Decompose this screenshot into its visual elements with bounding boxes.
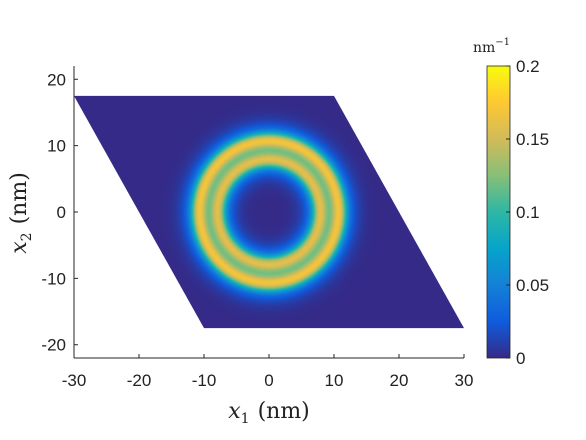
- y-axis-label: x2(nm): [7, 172, 35, 254]
- colorbar-tick-label: 0.05: [516, 276, 549, 295]
- colorbar-tick-label: 0.15: [516, 130, 549, 149]
- x-tick-label: 20: [390, 371, 409, 390]
- y-tick-label: 10: [47, 137, 66, 156]
- colorbar-tick-label: 0.2: [516, 57, 540, 76]
- x-ticks: -30 -20 -10 0 10 20 30: [62, 354, 474, 390]
- y-tick-label: -20: [41, 336, 66, 355]
- x-tick-label: 0: [264, 371, 273, 390]
- x-axis-label: x1 (nm): [228, 399, 310, 427]
- y-ticks: -20 -10 0 10 20: [41, 70, 78, 355]
- heatmap-field: [74, 95, 464, 329]
- colorbar-unit-label: nm−1: [473, 37, 510, 56]
- x-tick-label: 30: [455, 371, 474, 390]
- x-tick-label: -10: [192, 371, 217, 390]
- y-tick-label: 20: [47, 70, 66, 89]
- x-tick-label: -20: [127, 371, 152, 390]
- colorbar-tick-label: 0.1: [516, 203, 540, 222]
- y-tick-label: -10: [41, 269, 66, 288]
- colorbar-tick-label: 0: [516, 349, 525, 368]
- x-tick-label: -30: [62, 371, 87, 390]
- colorbar-ticks: 0 0.05 0.1 0.15 0.2: [506, 57, 549, 368]
- x-tick-label: 10: [325, 371, 344, 390]
- y-tick-label: 0: [57, 203, 66, 222]
